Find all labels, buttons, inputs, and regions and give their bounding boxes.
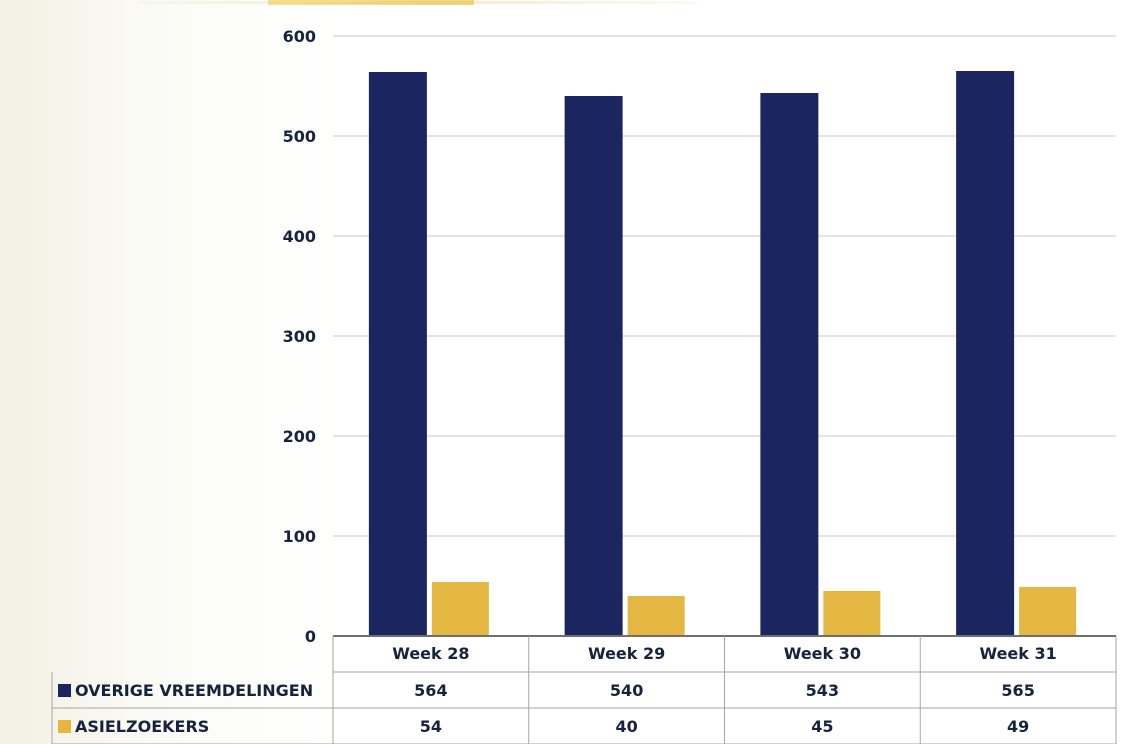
y-tick-label: 100 — [283, 527, 316, 546]
data-label: 540 — [610, 681, 643, 700]
data-label: 543 — [806, 681, 839, 700]
y-axis-tick-labels: 0 100 200 300 400 500 600 — [283, 27, 316, 646]
highlight-artifact — [268, 0, 474, 5]
y-tick-label: 500 — [283, 127, 316, 146]
y-tick-label: 300 — [283, 327, 316, 346]
series-label: ASIELZOEKERS — [75, 717, 209, 736]
y-tick-label: 400 — [283, 227, 316, 246]
x-tick-label: Week 30 — [784, 644, 861, 663]
data-label: 54 — [420, 717, 442, 736]
x-tick-label: Week 29 — [588, 644, 665, 663]
data-label: 49 — [1007, 717, 1029, 736]
y-tick-label: 0 — [305, 627, 316, 646]
data-label: 564 — [414, 681, 447, 700]
data-label: 565 — [1001, 681, 1034, 700]
legend-key — [58, 720, 71, 733]
bars — [368, 71, 1077, 636]
data-table: Week 28 Week 29 Week 30 Week 31 OVERIGE VREE… — [51, 635, 1117, 744]
bar-asielzoekers — [627, 596, 685, 636]
series-label: OVERIGE VREEMDELINGEN — [75, 681, 313, 700]
x-tick-label: Week 28 — [392, 644, 469, 663]
legend-key — [58, 684, 71, 697]
bar-overige-vreemdelingen — [956, 71, 1015, 636]
y-tick-label: 600 — [283, 27, 316, 46]
bar-asielzoekers — [431, 582, 489, 636]
bar-asielzoekers — [823, 591, 881, 636]
bar-overige-vreemdelingen — [760, 93, 819, 636]
data-label: 45 — [811, 717, 833, 736]
bar-overige-vreemdelingen — [368, 72, 427, 636]
bar-overige-vreemdelingen — [564, 96, 623, 636]
x-tick-label: Week 31 — [979, 644, 1056, 663]
data-label: 40 — [615, 717, 637, 736]
y-tick-label: 200 — [283, 427, 316, 446]
bar-asielzoekers — [1019, 587, 1077, 636]
